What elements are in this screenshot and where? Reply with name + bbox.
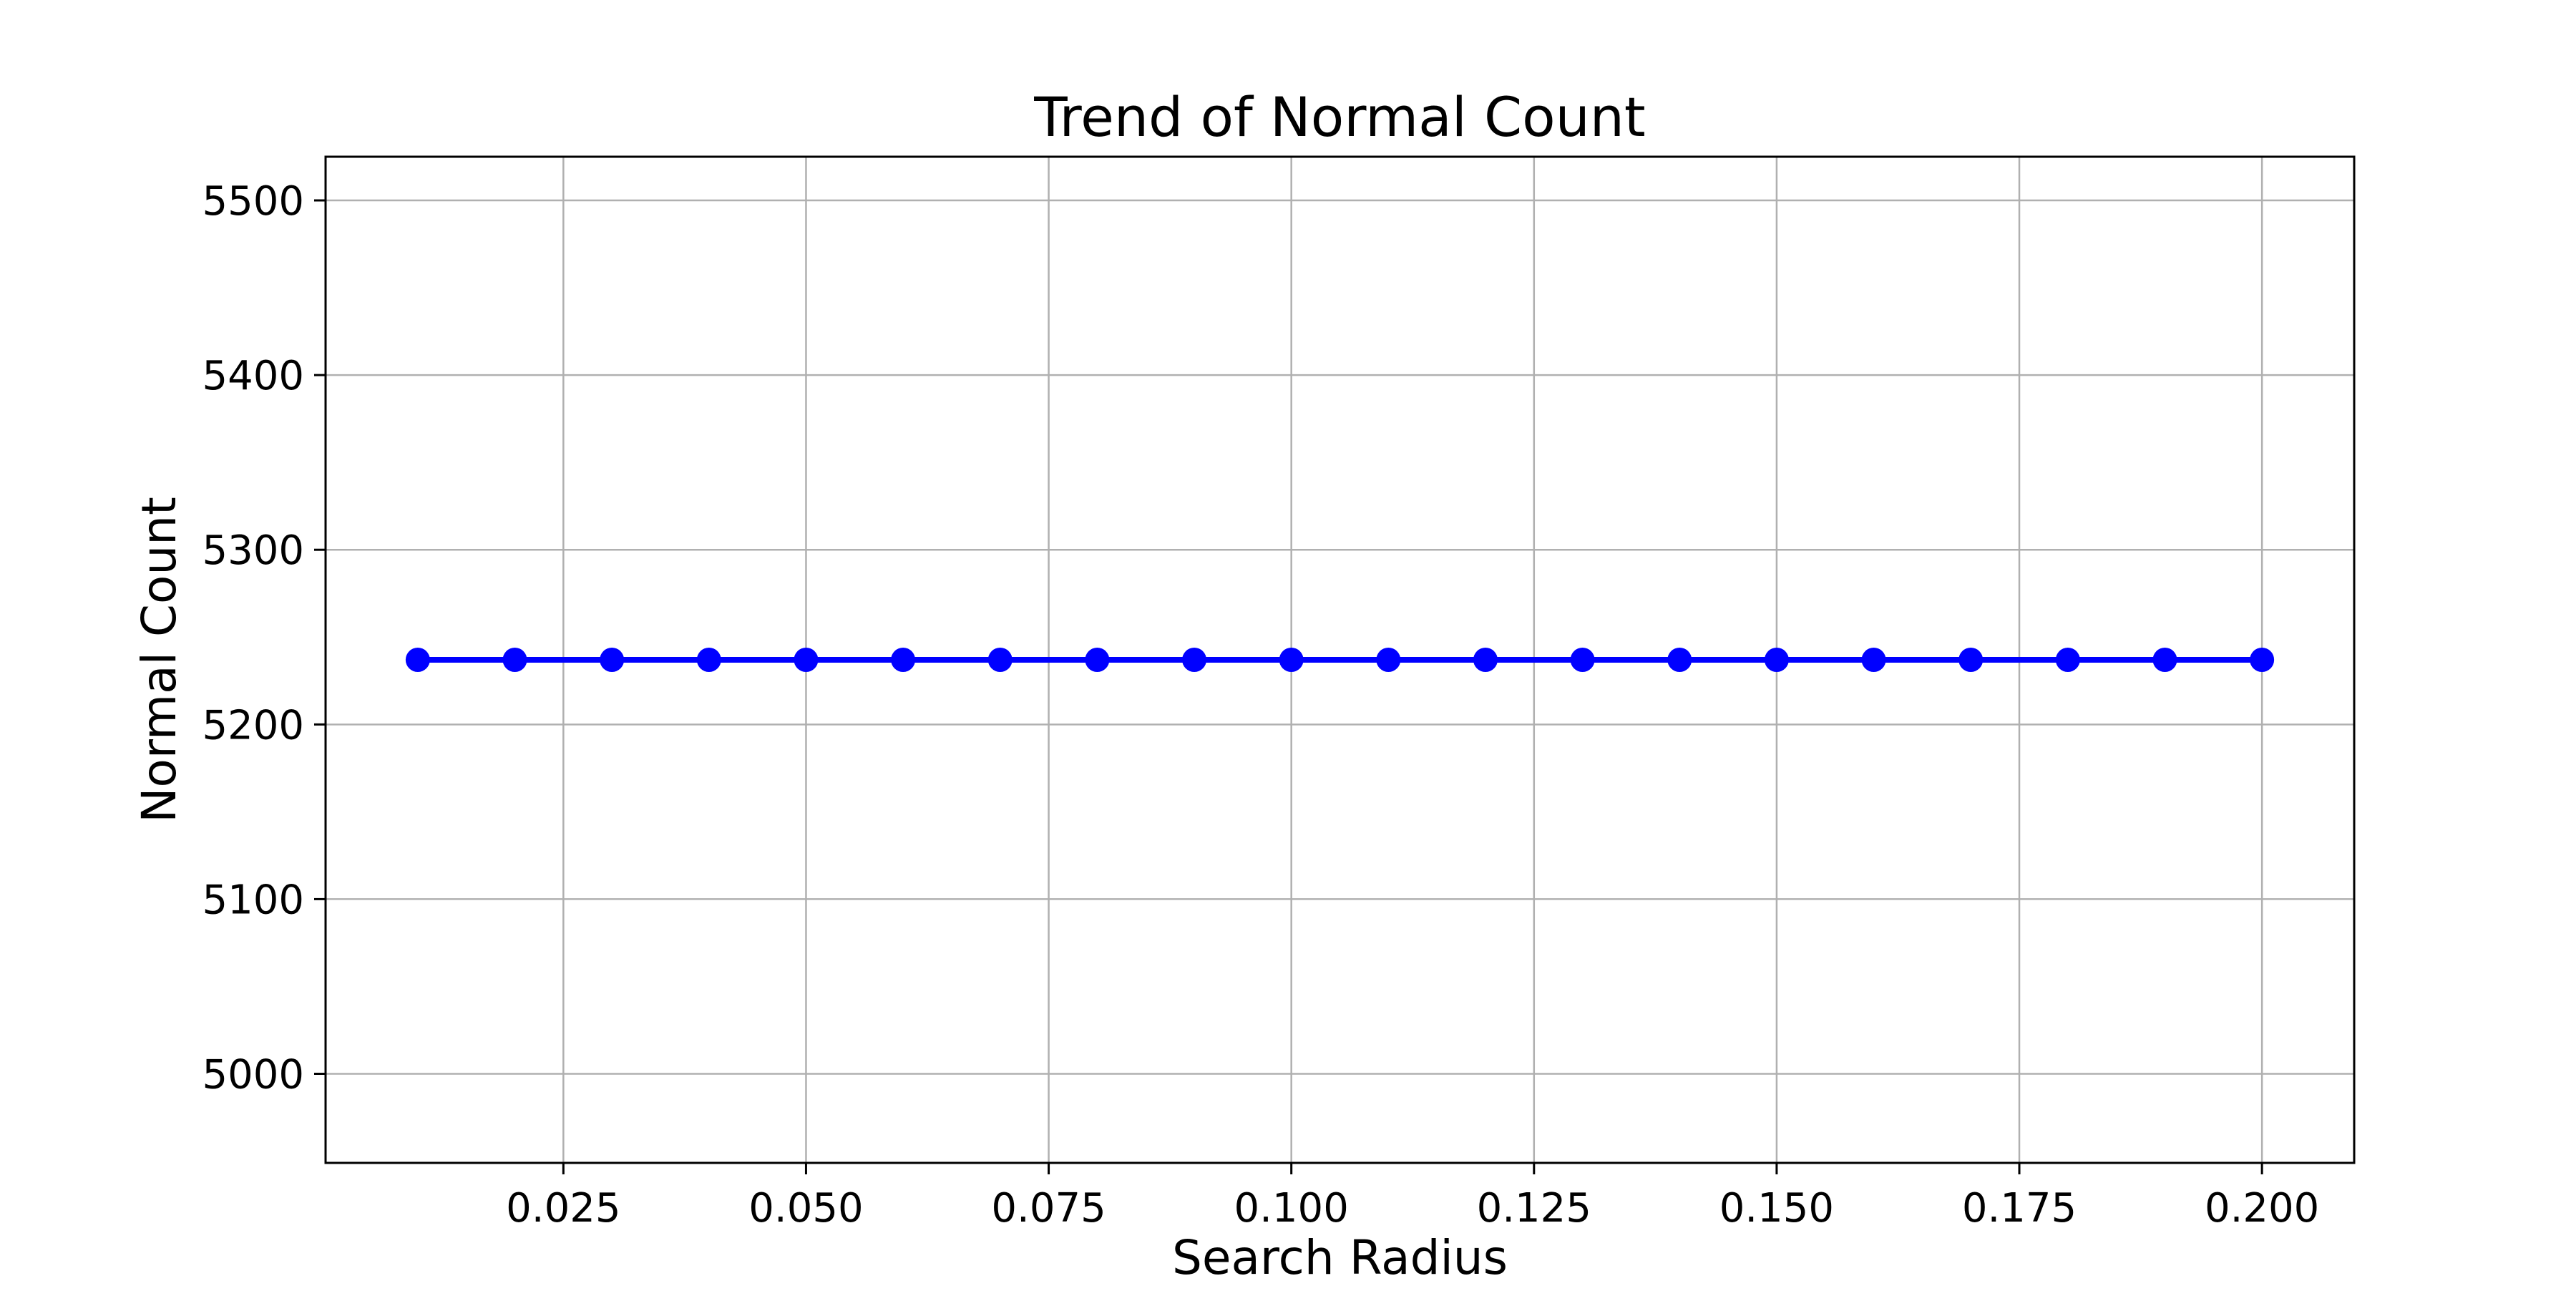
data-point	[1958, 648, 1984, 672]
y-tick-label: 5500	[202, 178, 304, 225]
data-point	[1570, 648, 1595, 672]
data-point	[1764, 648, 1789, 672]
x-tick-label: 0.125	[1477, 1185, 1591, 1232]
y-tick-label: 5000	[202, 1052, 304, 1098]
data-point	[696, 648, 721, 672]
x-tick-label: 0.200	[2205, 1185, 2319, 1232]
x-tick-label: 0.175	[1962, 1185, 2077, 1232]
data-point	[891, 648, 916, 672]
y-axis-label: Normal Count	[132, 497, 187, 823]
x-tick-label: 0.100	[1234, 1185, 1349, 1232]
series-layer	[405, 648, 2275, 672]
data-point	[405, 648, 430, 672]
y-tick-label: 5300	[202, 527, 304, 574]
data-point	[2152, 648, 2177, 672]
plot-frame	[324, 155, 2356, 1164]
data-point	[2055, 648, 2080, 672]
data-point	[1667, 648, 1692, 672]
data-point	[1861, 648, 1886, 672]
data-point	[1279, 648, 1304, 672]
data-point	[502, 648, 527, 672]
x-tick-label: 0.075	[991, 1185, 1106, 1232]
x-tick-label: 0.025	[506, 1185, 620, 1232]
data-point	[1085, 648, 1110, 672]
x-tick-label: 0.050	[748, 1185, 863, 1232]
data-point	[794, 648, 819, 672]
data-point	[600, 648, 625, 672]
data-point	[987, 648, 1013, 672]
y-tick-label: 5200	[202, 702, 304, 749]
x-tick-label: 0.150	[1719, 1185, 1834, 1232]
data-point	[1473, 648, 1498, 672]
data-point	[2250, 648, 2275, 672]
data-point	[1182, 648, 1207, 672]
y-tick-label: 5400	[202, 353, 304, 399]
axis-ticks: 0.025 0.050 0.075 0.100 0.125 0.150 0.175 0.200…	[202, 178, 2319, 1232]
y-tick-label: 5100	[202, 877, 304, 923]
data-point	[1376, 648, 1401, 672]
chart-title: Trend of Normal Count	[1033, 85, 1645, 149]
x-axis-label: Search Radius	[1172, 1230, 1508, 1285]
